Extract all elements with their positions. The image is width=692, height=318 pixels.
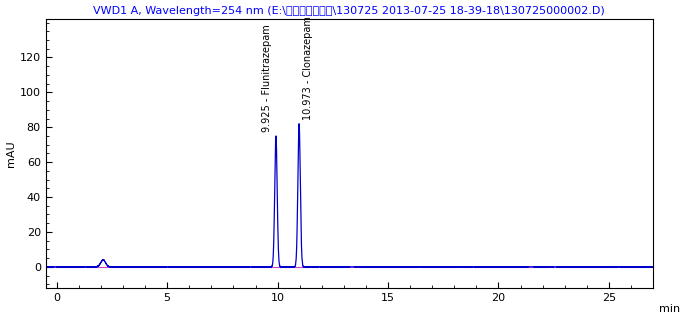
Text: 9.925 - Flunitrazepam: 9.925 - Flunitrazepam <box>262 25 272 133</box>
Text: 10.973 - Clonazepam: 10.973 - Clonazepam <box>303 17 313 120</box>
Text: min: min <box>659 304 680 314</box>
Y-axis label: mAU: mAU <box>6 140 15 167</box>
Title: VWD1 A, Wavelength=254 nm (E:\연구사업데이터\130725 2013-07-25 18-39-18\130725000002.D): VWD1 A, Wavelength=254 nm (E:\연구사업데이터\13… <box>93 5 606 16</box>
